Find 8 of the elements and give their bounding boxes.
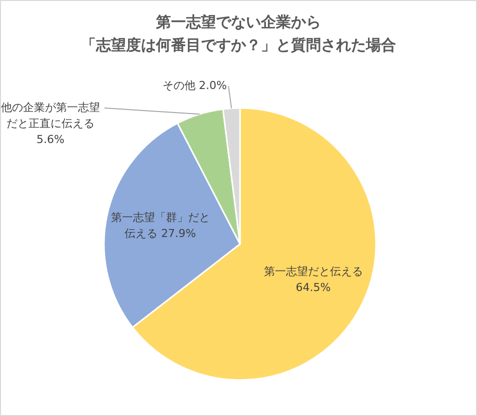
data-label: 2.0% xyxy=(198,78,227,92)
data-label: 5.6% xyxy=(36,132,64,146)
data-label: 64.5% xyxy=(296,280,331,294)
data-label: 27.9% xyxy=(161,227,196,240)
slice-label: 第一志望だと伝える xyxy=(264,264,363,278)
slice-label: その他 xyxy=(162,78,196,92)
chart-title: 第一志望でない企業から「志望度は何番目ですか？」と質問された場合 xyxy=(80,12,397,56)
slice-label: 他の企業が第一志望だと正直に伝える xyxy=(0,100,100,130)
